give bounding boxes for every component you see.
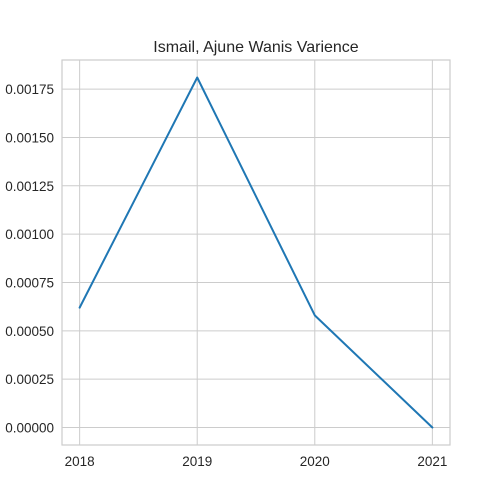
y-tick-label: 0.00050 bbox=[5, 324, 54, 339]
y-axis-ticks: 0.00000 0.00025 0.00050 0.00075 0.00100 0.001… bbox=[5, 82, 54, 435]
y-tick-label: 0.00025 bbox=[5, 372, 54, 387]
series-layer bbox=[78, 76, 434, 429]
x-axis-ticks: 2018 2019 2020 2021 bbox=[65, 454, 448, 469]
x-tick-label: 2021 bbox=[417, 454, 447, 469]
x-tick-label: 2020 bbox=[300, 454, 330, 469]
y-tick-label: 0.00000 bbox=[5, 421, 54, 436]
y-tick-label: 0.00100 bbox=[5, 227, 54, 242]
plot-frame bbox=[61, 59, 451, 446]
y-tick-label: 0.00175 bbox=[5, 82, 54, 97]
x-tick-label: 2019 bbox=[182, 454, 212, 469]
y-tick-label: 0.00125 bbox=[5, 179, 54, 194]
chart-title: Ismail, Ajune Wanis Varience bbox=[153, 39, 359, 56]
y-tick-label: 0.00075 bbox=[5, 275, 54, 290]
grid-lines bbox=[62, 60, 450, 445]
y-tick-label: 0.00150 bbox=[5, 130, 54, 145]
series-line bbox=[78, 76, 434, 429]
x-tick-label: 2018 bbox=[65, 454, 95, 469]
